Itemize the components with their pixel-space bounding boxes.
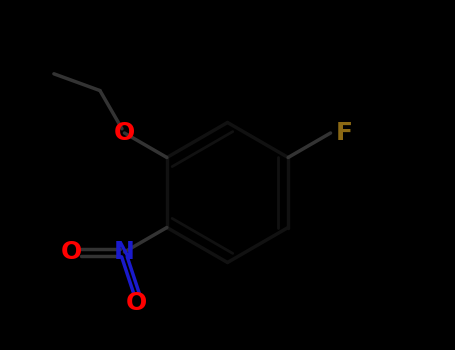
Text: N: N	[114, 240, 135, 264]
Text: O: O	[61, 240, 82, 264]
Text: O: O	[114, 121, 135, 145]
Text: O: O	[126, 291, 147, 315]
Text: F: F	[336, 121, 353, 145]
